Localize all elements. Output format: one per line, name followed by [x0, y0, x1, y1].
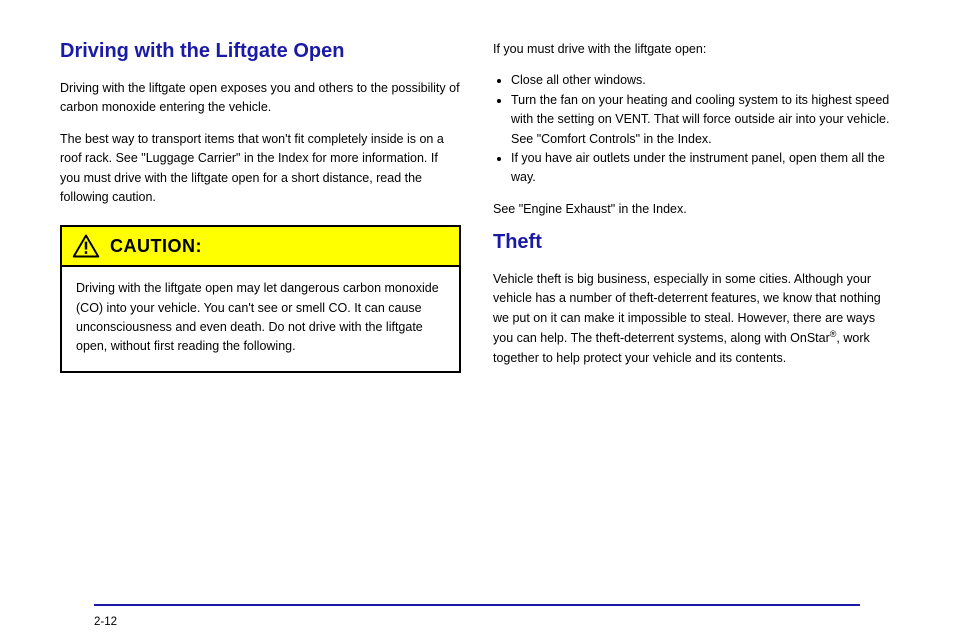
- caution-header: CAUTION:: [62, 227, 459, 267]
- section-title-driving-liftgate: Driving with the Liftgate Open: [60, 40, 461, 63]
- page-number: 2-12: [94, 616, 117, 628]
- paragraph: If you must drive with the liftgate open…: [493, 40, 894, 59]
- list-item: Turn the fan on your heating and cooling…: [511, 91, 894, 149]
- caution-label: CAUTION:: [110, 236, 202, 257]
- footer-rule: [94, 604, 860, 606]
- paragraph: Driving with the liftgate open exposes y…: [60, 79, 461, 118]
- list-item: Close all other windows.: [511, 71, 894, 90]
- caution-body: Driving with the liftgate open may let d…: [62, 267, 459, 371]
- list-item: If you have air outlets under the instru…: [511, 149, 894, 188]
- paragraph: Vehicle theft is big business, especiall…: [493, 270, 894, 368]
- left-column: Driving with the Liftgate Open Driving w…: [60, 40, 461, 380]
- brand-name: OnStar: [790, 331, 830, 345]
- warning-triangle-icon: [72, 233, 100, 259]
- paragraph: See "Engine Exhaust" in the Index.: [493, 200, 894, 219]
- right-column: If you must drive with the liftgate open…: [493, 40, 894, 380]
- caution-box: CAUTION: Driving with the liftgate open …: [60, 225, 461, 373]
- paragraph: The best way to transport items that won…: [60, 130, 461, 208]
- section-title-theft: Theft: [493, 231, 894, 254]
- bullet-list: Close all other windows. Turn the fan on…: [493, 71, 894, 187]
